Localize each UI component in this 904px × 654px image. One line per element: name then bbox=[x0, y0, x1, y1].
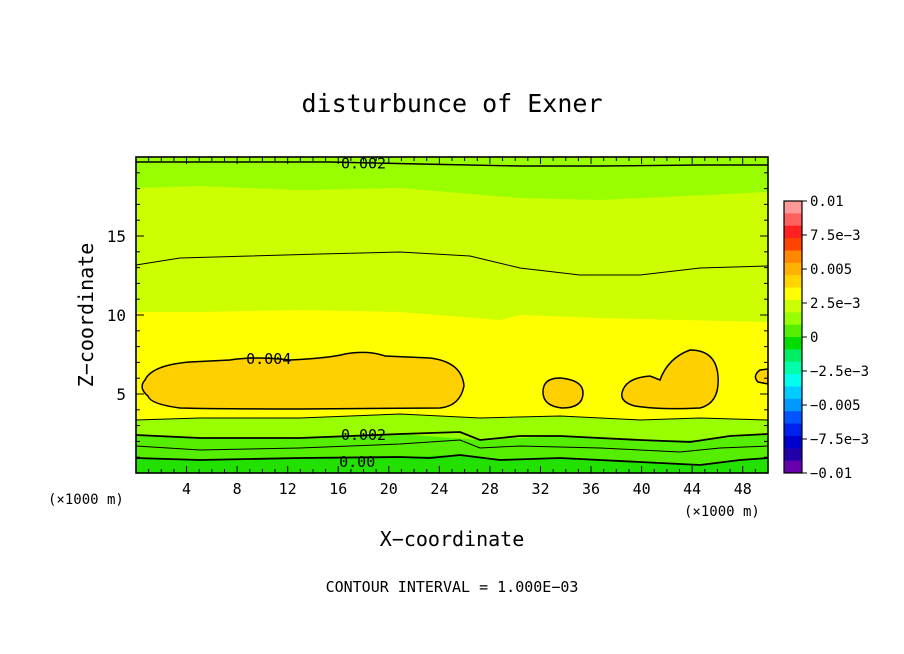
colorbar-swatch bbox=[784, 250, 802, 264]
cell-orange-4 bbox=[754, 368, 768, 385]
colorbar-label: 0 bbox=[810, 330, 818, 346]
colorbar-swatch bbox=[784, 374, 802, 387]
colorbar-swatch bbox=[784, 225, 802, 239]
y-tick-label: 15 bbox=[107, 227, 126, 246]
colorbar: 0.01 7.5e−3 0.005 2.5e−3 0 −2.5e−3 −0.005 −7.5e… bbox=[783, 194, 869, 482]
colorbar-label: −7.5e−3 bbox=[810, 432, 869, 448]
x-tick-label: 36 bbox=[582, 480, 600, 498]
y-tick-label: 10 bbox=[107, 306, 126, 325]
contour-label: 0.004 bbox=[246, 350, 291, 368]
colorbar-swatch bbox=[784, 423, 802, 437]
colorbar-label: 7.5e−3 bbox=[810, 228, 861, 244]
x-tick-label: 24 bbox=[430, 480, 448, 498]
x-tick-label: 4 bbox=[182, 480, 191, 498]
colorbar-swatch bbox=[784, 398, 802, 412]
colorbar-label: −0.01 bbox=[810, 466, 852, 482]
colorbar-swatch bbox=[784, 299, 802, 313]
band-bottom-green bbox=[136, 455, 768, 473]
contour-label: 0.002 bbox=[341, 426, 386, 444]
contour-labels: 0.002 0.004 0.002 0.00 bbox=[246, 154, 386, 471]
colorbar-swatch bbox=[784, 213, 802, 227]
contour-label: 0.00 bbox=[339, 453, 375, 471]
plot-area bbox=[136, 157, 768, 473]
colorbar-swatch bbox=[784, 324, 802, 338]
chart-title: disturbunce of Exner bbox=[301, 89, 602, 118]
colorbar-label: 0.01 bbox=[810, 194, 844, 210]
colorbar-label: 0.005 bbox=[810, 262, 852, 278]
x-tick-label: 48 bbox=[734, 480, 752, 498]
colorbar-swatch bbox=[784, 238, 802, 251]
colorbar-swatch bbox=[784, 337, 802, 350]
colorbar-swatch bbox=[784, 411, 802, 425]
colorbar-swatch bbox=[784, 312, 802, 326]
x-tick-label: 32 bbox=[531, 480, 549, 498]
x-tick-label: 16 bbox=[329, 480, 347, 498]
cell-orange-1 bbox=[141, 351, 465, 410]
x-tick-label: 8 bbox=[233, 480, 242, 498]
colorbar-swatch bbox=[784, 201, 802, 214]
x-unit-right: (×1000 m) bbox=[684, 504, 760, 520]
cell-orange-2 bbox=[542, 377, 584, 409]
cell-orange-3 bbox=[621, 349, 719, 410]
colorbar-swatch bbox=[784, 435, 802, 449]
x-tick-label: 20 bbox=[380, 480, 398, 498]
band-top-green bbox=[136, 157, 768, 200]
colorbar-swatch bbox=[784, 460, 802, 474]
colorbar-swatch bbox=[784, 262, 802, 276]
y-axis-label: Z−coordinate bbox=[74, 243, 98, 388]
contour-interval-footer: CONTOUR INTERVAL = 1.000E−03 bbox=[326, 578, 579, 596]
colorbar-swatch bbox=[784, 361, 802, 375]
x-axis-label: X−coordinate bbox=[380, 527, 525, 551]
colorbar-swatch bbox=[784, 349, 802, 363]
colorbar-label: −0.005 bbox=[810, 398, 861, 414]
x-unit-left: (×1000 m) bbox=[48, 492, 124, 508]
contour-label: 0.002 bbox=[341, 154, 386, 172]
x-tick-label: 40 bbox=[633, 480, 651, 498]
y-axis: 5 10 15 bbox=[107, 172, 768, 458]
colorbar-swatch bbox=[784, 275, 802, 289]
colorbar-swatch bbox=[784, 448, 802, 462]
colorbar-label: −2.5e−3 bbox=[810, 364, 869, 380]
colorbar-swatch bbox=[784, 386, 802, 400]
colorbar-swatch bbox=[784, 287, 802, 301]
y-tick-label: 5 bbox=[116, 385, 126, 404]
x-tick-label: 12 bbox=[279, 480, 297, 498]
x-tick-label: 28 bbox=[481, 480, 499, 498]
x-tick-label: 44 bbox=[683, 480, 701, 498]
colorbar-label: 2.5e−3 bbox=[810, 296, 861, 312]
contour-lines bbox=[136, 161, 768, 466]
x-axis: 4 8 12 16 20 24 28 32 36 40 44 48 bbox=[148, 157, 756, 498]
